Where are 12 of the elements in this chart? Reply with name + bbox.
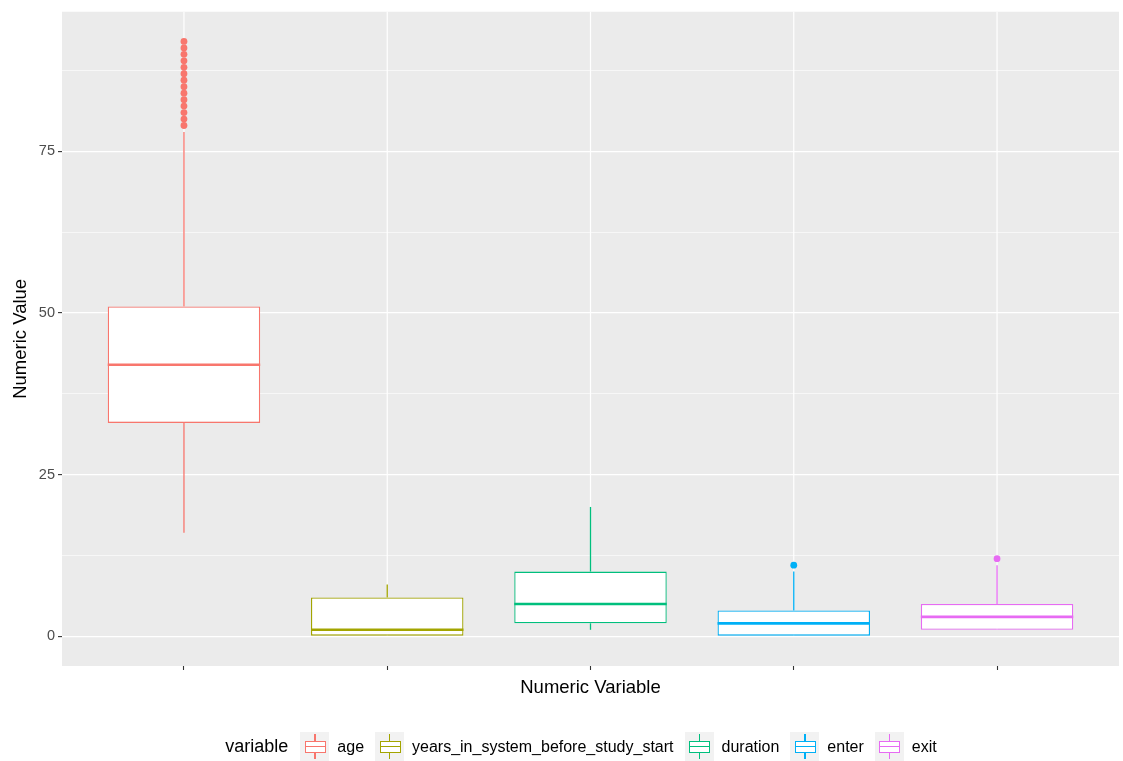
legend-title: variable bbox=[225, 736, 289, 757]
y-tick-label: 75 bbox=[38, 142, 55, 159]
y-tick-label: 25 bbox=[38, 465, 55, 482]
legend-label: age bbox=[337, 737, 365, 756]
y-tick-label: 50 bbox=[38, 303, 55, 320]
y-axis-title: Numeric Value bbox=[9, 278, 31, 399]
x-axis-title: Numeric Variable bbox=[520, 675, 661, 697]
legend-label: duration bbox=[721, 737, 780, 756]
legend-label: enter bbox=[827, 737, 864, 756]
legend-label: exit bbox=[911, 737, 937, 756]
y-tick-label: 0 bbox=[46, 627, 55, 644]
legend-label: years_in_system_before_study_start bbox=[412, 737, 674, 756]
